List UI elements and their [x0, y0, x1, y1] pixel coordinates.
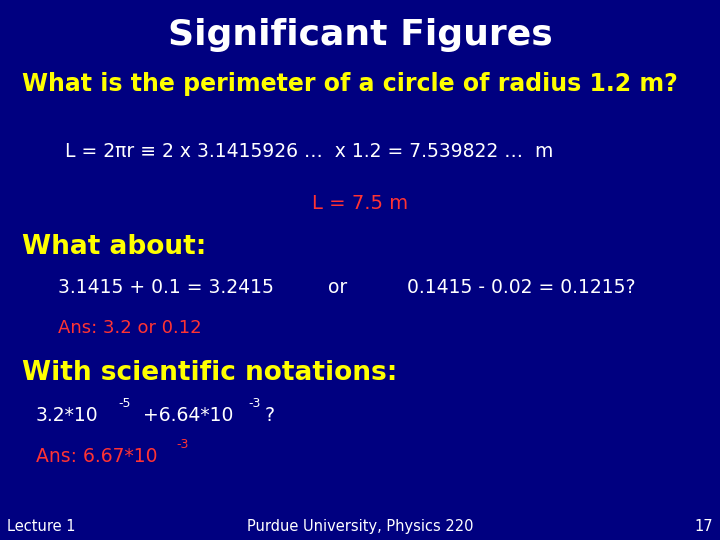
- Text: L = 2πr ≡ 2 x 3.1415926 …  x 1.2 = 7.539822 …  m: L = 2πr ≡ 2 x 3.1415926 … x 1.2 = 7.5398…: [65, 141, 553, 161]
- Text: 17: 17: [694, 518, 713, 534]
- Text: Ans: 3.2 or 0.12: Ans: 3.2 or 0.12: [58, 319, 201, 337]
- Text: 0.1415 - 0.02 = 0.1215?: 0.1415 - 0.02 = 0.1215?: [407, 278, 635, 297]
- Text: 3.2*10: 3.2*10: [36, 406, 99, 426]
- Text: Purdue University, Physics 220: Purdue University, Physics 220: [247, 518, 473, 534]
- Text: -3: -3: [248, 397, 261, 410]
- Text: 3.1415 + 0.1 = 3.2415: 3.1415 + 0.1 = 3.2415: [58, 278, 274, 297]
- Text: Significant Figures: Significant Figures: [168, 18, 552, 52]
- Text: With scientific notations:: With scientific notations:: [22, 360, 397, 386]
- Text: -5: -5: [119, 397, 131, 410]
- Text: +6.64*10: +6.64*10: [137, 406, 233, 426]
- Text: What about:: What about:: [22, 234, 206, 260]
- Text: or: or: [328, 278, 347, 297]
- Text: ?: ?: [265, 406, 275, 426]
- Text: What is the perimeter of a circle of radius 1.2 m?: What is the perimeter of a circle of rad…: [22, 72, 678, 96]
- Text: -3: -3: [176, 438, 189, 451]
- Text: Lecture 1: Lecture 1: [7, 518, 76, 534]
- Text: Ans: 6.67*10: Ans: 6.67*10: [36, 447, 158, 466]
- Text: L = 7.5 m: L = 7.5 m: [312, 194, 408, 213]
